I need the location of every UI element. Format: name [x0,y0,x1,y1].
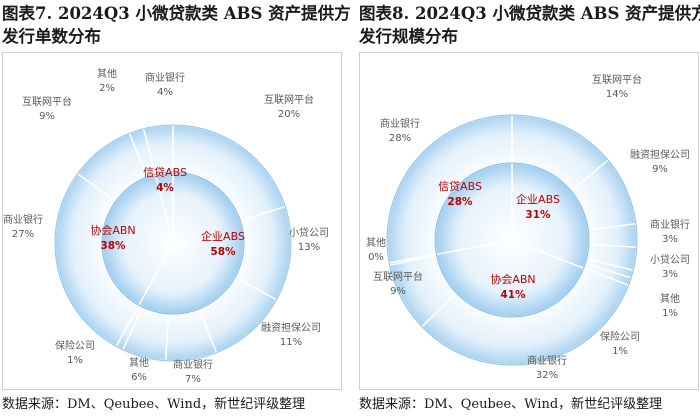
outer-segment-label: 商业银行 [145,71,185,84]
source-note: 数据来源：DM、Qeubee、Wind，新世纪评级整理 [359,397,663,412]
outer-segment-label: 保险公司 [600,330,640,343]
outer-segment-label: 商业银行 [173,358,213,371]
inner-ring-outline [434,162,590,318]
outer-segment-value: 9% [390,286,406,297]
outer-segment-label: 商业银行 [650,218,690,231]
chart-title-line1: 图表7. 2024Q3 小微贷款类 ABS 资产提供方 [2,4,351,23]
inner-segment-value: 4% [156,182,174,194]
outer-segment-label: 其他 [129,356,149,369]
outer-segment-value: 4% [157,87,173,98]
outer-segment-value: 2% [99,83,115,94]
inner-segment-value: 38% [100,240,126,252]
outer-segment-value: 28% [389,133,411,144]
outer-segment-label: 互联网平台 [592,73,642,86]
chart-title-line2: 发行规模分布 [359,27,458,46]
donut-chart-box: 企业ABS 58% 协会ABN 38% 信贷ABS 4% 互联网平台 20% 小贷公司 13% 融资… [2,52,342,390]
outer-segment-value: 3% [662,269,678,280]
inner-segment-value: 58% [210,246,236,258]
outer-segment-label: 其他 [366,236,386,249]
inner-ring-outline [101,171,245,315]
inner-segment-value: 31% [525,209,551,221]
inner-segment-value: 28% [447,196,473,208]
chart-panel-left: 图表7. 2024Q3 小微贷款类 ABS 资产提供方 发行单数分布 企业ABS… [2,0,351,416]
donut-chart: 企业ABS 58% 协会ABN 38% 信贷ABS 4% 互联网平台 20% 小贷公司 13% 融资… [3,67,329,385]
outer-segment-value: 14% [606,89,628,100]
inner-segment-label: 信贷ABS [438,179,482,193]
outer-segment-label: 融资担保公司 [261,321,321,334]
outer-segment-label: 小贷公司 [650,253,690,266]
outer-segment-value: 7% [185,374,201,385]
chart-title-line2: 发行单数分布 [2,27,101,46]
outer-segment-value: 1% [612,346,628,357]
outer-segment-value: 13% [298,242,320,253]
outer-segment-value: 9% [39,111,55,122]
inner-segment-label: 协会ABN [490,272,535,286]
outer-segment-label: 融资担保公司 [630,148,690,161]
outer-segment-value: 9% [652,164,668,175]
chart-panel-right: 图表8. 2024Q3 小微贷款类 ABS 资产提供方 发行规模分布 企业ABS… [359,0,700,416]
outer-segment-label: 其他 [97,67,117,80]
outer-segment-value: 3% [662,234,678,245]
outer-segment-value: 27% [12,229,34,240]
outer-segment-value: 11% [280,337,302,348]
outer-segment-value: 32% [536,370,558,381]
outer-segment-value: 20% [278,109,300,120]
outer-segment-label: 保险公司 [55,339,95,352]
outer-segment-label: 商业银行 [527,354,567,367]
chart-title: 图表7. 2024Q3 小微贷款类 ABS 资产提供方 发行单数分布 [2,2,351,48]
outer-segment-value: 0% [368,252,384,263]
source-note: 数据来源：DM、Qeubee、Wind，新世纪评级整理 [2,397,306,412]
donut-chart: 企业ABS 31% 协会ABN 41% 信贷ABS 28% 互联网平台 14% 融资担保公司 9%… [366,73,690,381]
outer-segment-label: 商业银行 [380,117,420,130]
outer-segment-value: 6% [131,372,147,383]
outer-segment-label: 互联网平台 [22,95,72,108]
outer-ring-outline [54,124,292,362]
inner-segment-label: 企业ABS [516,192,560,206]
donut-chart-box: 企业ABS 31% 协会ABN 41% 信贷ABS 28% 互联网平台 14% 融资担保公司 9%… [359,52,699,390]
outer-segment-value: 1% [662,308,678,319]
outer-segment-label: 互联网平台 [264,93,314,106]
outer-segment-label: 其他 [660,292,680,305]
outer-segment-label: 互联网平台 [373,270,423,283]
inner-segment-label: 企业ABS [201,229,245,243]
inner-segment-label: 协会ABN [90,223,135,237]
outer-segment-value: 1% [67,355,83,366]
chart-title-line1: 图表8. 2024Q3 小微贷款类 ABS 资产提供方 [359,4,700,23]
chart-title: 图表8. 2024Q3 小微贷款类 ABS 资产提供方 发行规模分布 [359,2,700,48]
outer-segment-label: 小贷公司 [289,226,329,239]
outer-segment-label: 商业银行 [3,213,43,226]
inner-segment-value: 41% [500,289,526,301]
outer-ring-outline [386,114,638,366]
inner-segment-label: 信贷ABS [143,165,187,179]
